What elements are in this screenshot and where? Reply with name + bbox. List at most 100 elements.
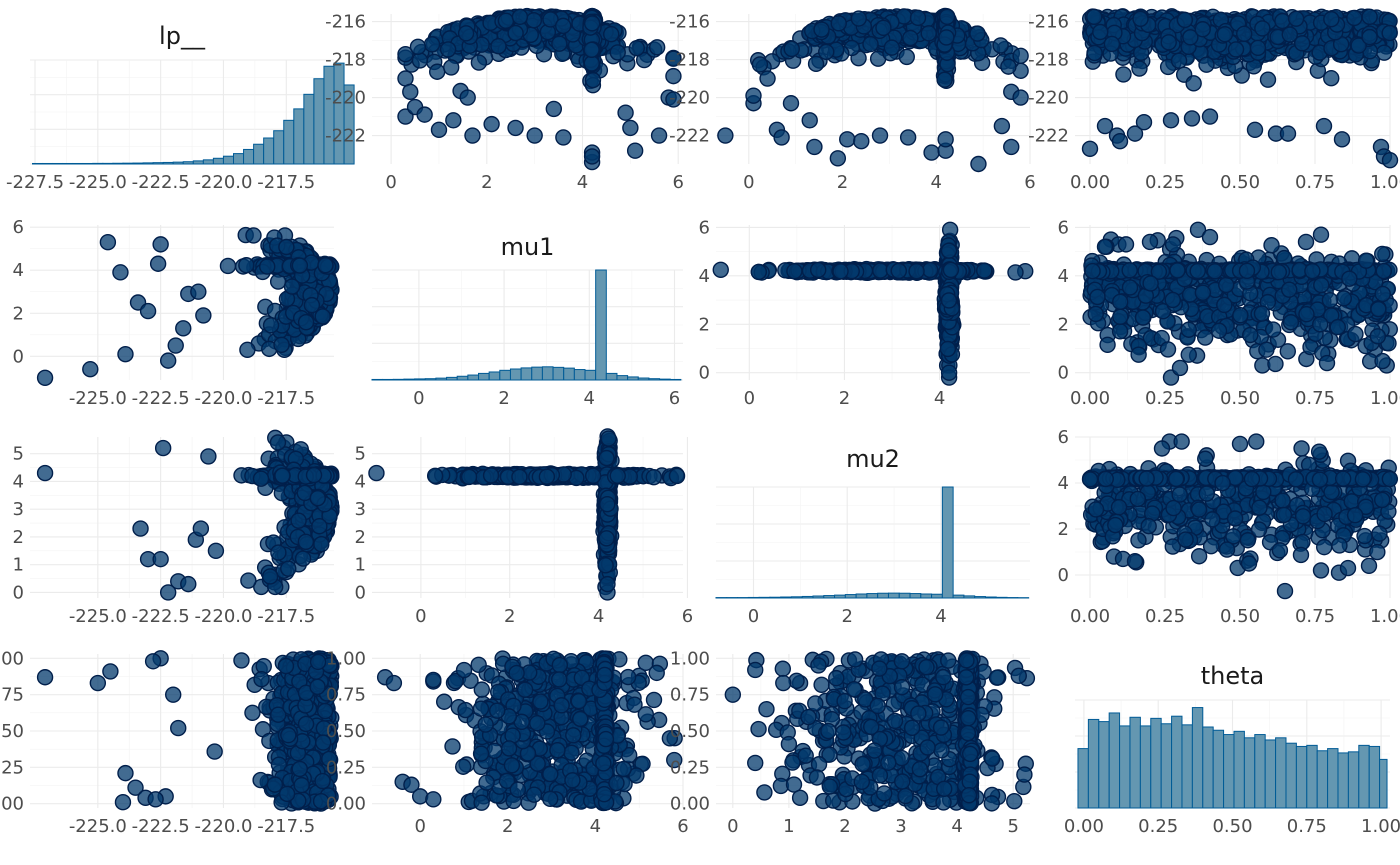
hist-lp-bar	[313, 78, 325, 165]
scatter-lp-vs-mu1-point	[416, 106, 433, 123]
scatter-lp-vs-mu2-point	[969, 25, 986, 42]
scatter-lp-vs-theta-point	[1170, 52, 1188, 69]
scatter-lp-vs-mu1-point	[648, 39, 666, 56]
scatter-lp-vs-mu2-point	[936, 71, 953, 88]
scatter-lp-vs-mu1-point	[626, 142, 644, 159]
scatter-lp-vs-mu1-point	[411, 52, 429, 69]
scatter-mu1-vs-lp-x-tick-label: -217.5	[257, 388, 315, 409]
scatter-lp-vs-mu1-point	[650, 127, 668, 144]
scatter-lp-vs-mu2-point	[801, 112, 818, 129]
scatter-lp-vs-mu2-point	[1003, 138, 1020, 156]
hist-lp-bar	[82, 162, 94, 165]
scatter-lp-vs-theta-point	[1183, 110, 1201, 127]
scatter-mu1-vs-theta-x-tick-label: 0.25	[1145, 388, 1185, 409]
scatter-lp-vs-mu1-point	[551, 35, 568, 52]
scatter-lp-vs-mu2-point	[1012, 47, 1029, 65]
scatter-lp-vs-mu2-point	[898, 48, 915, 66]
hist-lp-bar	[333, 62, 345, 165]
scatter-mu1-vs-mu2-point	[890, 262, 908, 280]
scatter-lp-vs-theta-y-tick-label: -216	[1028, 12, 1069, 33]
hist-mu1-x-tick-label: 4	[584, 388, 595, 409]
scatter-lp-vs-mu1-point	[470, 54, 488, 71]
hist-theta-bar	[1243, 737, 1256, 809]
scatter-mu1-vs-lp-point	[117, 345, 134, 363]
scatter-lp-vs-theta-point	[1323, 11, 1340, 28]
scatter-lp-vs-mu2-point	[1012, 89, 1029, 106]
hist-theta-x-tick-label: 0.50	[1212, 816, 1252, 837]
scatter-lp-vs-mu1-point	[507, 24, 524, 42]
scatter-lp-vs-mu1-point	[583, 41, 600, 59]
scatter-mu1-vs-theta-x-tick-label: 0.50	[1220, 388, 1260, 409]
scatter-lp-vs-theta-point	[1287, 10, 1305, 27]
scatter-mu1-vs-lp-point	[195, 307, 212, 324]
scatter-lp-vs-mu1-point	[402, 83, 419, 101]
hist-mu1-bar	[371, 378, 384, 381]
scatter-lp-vs-theta-point	[1081, 140, 1099, 158]
scatter-lp-vs-theta-point	[1236, 25, 1253, 42]
scatter-mu1-vs-lp-point	[303, 296, 321, 314]
scatter-lp-vs-mu2-y-tick-label: -218	[669, 50, 710, 71]
scatter-mu1-vs-lp-point	[273, 336, 290, 354]
scatter-lp-vs-mu1-point	[445, 112, 462, 129]
scatter-lp-vs-mu1-point	[555, 17, 572, 35]
scatter-mu1-vs-lp-point	[175, 320, 192, 337]
hist-mu2-bar	[963, 595, 976, 599]
scatter-lp-vs-mu1-point	[459, 89, 476, 106]
scatter-mu1-vs-mu2-point	[940, 242, 958, 259]
scatter-lp-vs-mu1-point	[483, 115, 500, 133]
hist-lp-bar	[182, 161, 194, 165]
scatter-mu1-vs-mu2-x-tick-label: 0	[744, 388, 755, 409]
scatter-lp-vs-theta-point	[1381, 24, 1398, 42]
scatter-mu1-vs-lp-point	[190, 283, 207, 300]
hist-lp-bar	[52, 162, 64, 165]
scatter-lp-vs-mu1-x-tick-label: 6	[672, 172, 683, 193]
scatter-mu1-vs-theta-y-tick-label: 4	[1058, 266, 1069, 287]
scatter-lp-vs-mu1-x-tick-label: 2	[481, 172, 492, 193]
scatter-lp-vs-mu2-point	[745, 87, 762, 104]
hist-lp-panel: -227.5 -225.0 -222.5 -220.0 -217.5lp__	[6, 22, 355, 193]
hist-mu1-bar	[669, 378, 682, 381]
hist-mu2-bar	[984, 596, 997, 599]
scatter-mu1-vs-theta-x-tick-label: 1.00	[1370, 388, 1400, 409]
scatter-lp-vs-mu2-point	[759, 70, 776, 87]
scatter-lp-vs-mu2-point	[993, 117, 1011, 135]
hist-mu2-bar	[898, 592, 911, 599]
hist-theta-bar	[1150, 717, 1162, 809]
scatter-lp-vs-mu1-point	[545, 100, 563, 118]
hist-mu1-bar	[573, 369, 586, 381]
scatter-lp-vs-mu2-point	[902, 29, 919, 47]
hist-theta-bar	[1202, 726, 1214, 809]
scatter-lp-vs-mu1-point	[583, 15, 601, 32]
scatter-mu1-vs-lp-point	[112, 264, 129, 281]
scatter-lp-vs-theta-point	[1160, 34, 1177, 51]
hist-theta-title: theta	[1201, 662, 1265, 690]
scatter-mu1-vs-lp-y-tick-label: 6	[13, 217, 24, 238]
scatter-lp-vs-mu1-y-tick-label: -222	[325, 126, 366, 147]
hist-theta-bar	[1087, 718, 1100, 809]
scatter-mu1-vs-lp-point	[297, 314, 315, 331]
hist-lp-bar	[162, 161, 174, 165]
scatter-lp-vs-mu2-point	[875, 19, 892, 36]
hist-mu2-x-tick-label: 0	[748, 606, 759, 627]
hist-lp-bar	[142, 162, 154, 165]
hist-mu1-bar	[552, 366, 565, 381]
scatter-mu1-vs-mu2-x-tick-label: 2	[839, 388, 850, 409]
scatter-lp-vs-theta-point	[1162, 112, 1180, 129]
scatter-lp-vs-theta-point	[1135, 114, 1153, 131]
scatter-lp-vs-theta-panel: 0.000.250.500.751.00-222-220-218-216	[1028, 8, 1400, 193]
scatter-lp-vs-theta-point	[1111, 133, 1129, 150]
scatter-lp-vs-mu2-point	[813, 21, 830, 38]
hist-lp-bar	[253, 143, 265, 165]
scatter-mu1-vs-lp-x-tick-label: -222.5	[132, 388, 190, 409]
scatter-lp-vs-theta-point	[1375, 44, 1393, 61]
scatter-lp-vs-mu2-point	[883, 39, 900, 56]
scatter-mu1-vs-mu2-point	[786, 262, 803, 280]
scatter-mu1-vs-mu2-y-tick-label: 6	[699, 217, 710, 238]
hist-theta-bar	[1223, 734, 1235, 809]
scatter-lp-vs-mu1-point	[603, 25, 620, 43]
scatter-lp-vs-mu1-point	[409, 38, 427, 56]
hist-mu1-bar	[531, 366, 543, 381]
scatter-mu1-vs-theta-y-tick-label: 0	[1058, 363, 1069, 384]
hist-lp-x-tick-label: -225.0	[69, 172, 127, 193]
